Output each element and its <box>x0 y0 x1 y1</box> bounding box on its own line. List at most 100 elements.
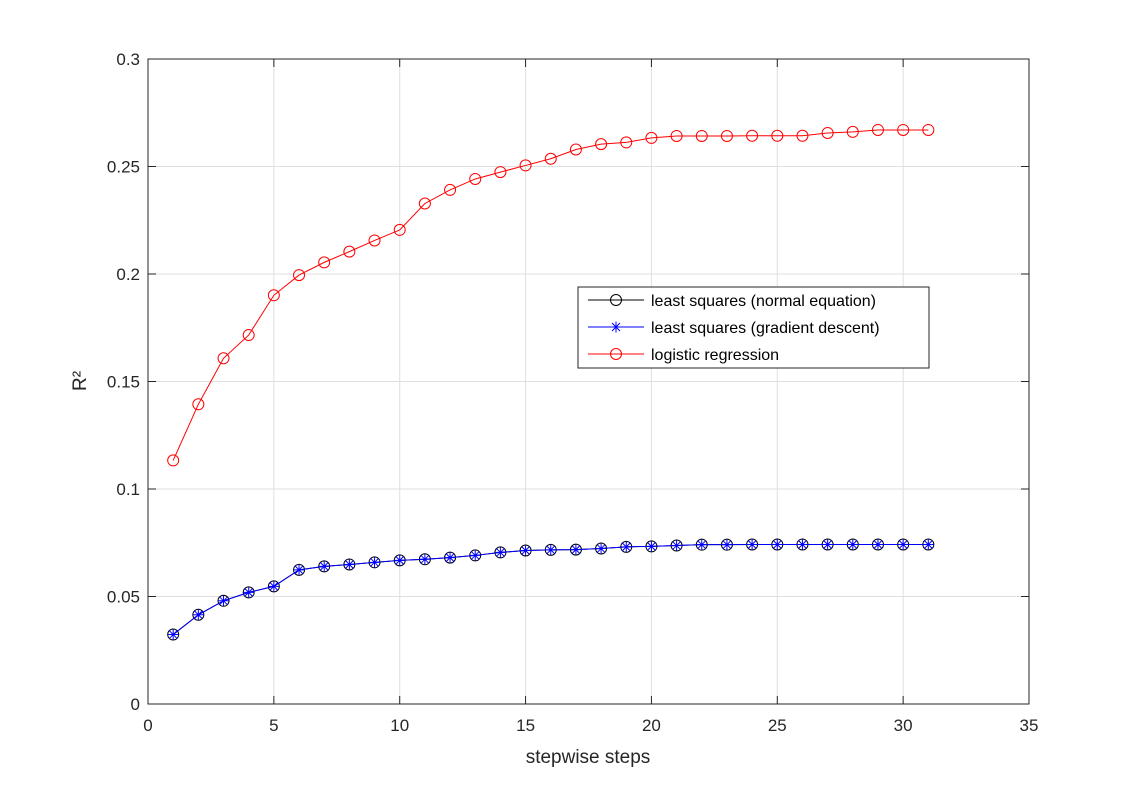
data-point <box>368 234 381 247</box>
data-point <box>343 558 355 570</box>
series-line <box>172 129 929 461</box>
data-point <box>469 172 482 185</box>
axis-ticks: 0 5 10 15 20 25 30 35 0 0.05 0.1 0.15 0.2 0.25 0.3 <box>107 50 1039 735</box>
data-point <box>393 223 406 236</box>
data-point <box>922 538 934 550</box>
data-point <box>192 609 204 621</box>
x-axis-label: stepwise steps <box>526 747 651 768</box>
data-point <box>620 136 633 149</box>
data-point <box>645 131 658 144</box>
data-point <box>696 539 708 551</box>
data-point <box>520 544 532 556</box>
asterisk-mark-strokes <box>192 609 204 621</box>
data-point <box>444 183 457 196</box>
data-point <box>595 138 608 151</box>
asterisk-mark-strokes <box>570 544 582 556</box>
asterisk-mark-strokes <box>746 538 758 550</box>
data-point <box>746 129 759 142</box>
data-point <box>847 538 859 550</box>
asterisk-mark-strokes <box>494 546 506 558</box>
asterisk-mark-strokes <box>771 538 783 550</box>
x-tick-label: 30 <box>894 716 913 735</box>
data-point <box>771 538 783 550</box>
y-tick-label: 0.2 <box>116 265 140 284</box>
x-tick-label: 20 <box>642 716 661 735</box>
data-point <box>494 546 506 558</box>
data-point <box>217 352 230 365</box>
data-point <box>544 152 557 165</box>
legend-label: least squares (normal equation) <box>651 293 876 310</box>
data-point <box>519 159 532 172</box>
data-point <box>595 543 607 555</box>
asterisk-mark-strokes <box>394 554 406 566</box>
legend-label: least squares (gradient descent) <box>651 320 880 337</box>
data-point <box>242 329 255 342</box>
data-point <box>444 552 456 564</box>
data-point <box>545 544 557 556</box>
x-tick-label: 5 <box>269 716 278 735</box>
data-point <box>871 123 884 136</box>
asterisk-mark-strokes <box>696 539 708 551</box>
legend-marker <box>610 348 622 360</box>
asterisk-mark-strokes <box>645 540 657 552</box>
data-point <box>318 256 331 269</box>
data-point <box>720 129 733 142</box>
data-point <box>822 538 834 550</box>
legend-marker <box>610 294 622 306</box>
data-point <box>419 553 431 565</box>
data-point <box>318 560 330 572</box>
asterisk-mark-strokes <box>545 544 557 556</box>
asterisk-mark-strokes <box>822 538 834 550</box>
data-point <box>293 269 306 282</box>
data-point <box>167 629 179 641</box>
x-tick-label: 35 <box>1020 716 1039 735</box>
data-point <box>167 454 180 467</box>
data-point <box>872 538 884 550</box>
y-tick-label: 0.3 <box>116 50 140 69</box>
x-tick-label: 10 <box>390 716 409 735</box>
y-tick-label: 0.15 <box>107 373 140 392</box>
asterisk-mark-strokes <box>318 560 330 572</box>
x-tick-label: 0 <box>143 716 152 735</box>
asterisk-mark-strokes <box>796 538 808 550</box>
data-point <box>469 549 481 561</box>
legend-marker <box>610 321 622 333</box>
data-point <box>218 595 230 607</box>
data-point <box>645 540 657 552</box>
data-point <box>897 123 910 136</box>
asterisk-mark-strokes <box>469 549 481 561</box>
data-point <box>922 123 935 136</box>
asterisk-mark-strokes <box>268 580 280 592</box>
asterisk-mark-strokes <box>343 558 355 570</box>
series-2 <box>167 123 935 467</box>
data-point <box>569 143 582 156</box>
asterisk-mark-strokes <box>671 540 683 552</box>
x-tick-label: 15 <box>516 716 535 735</box>
data-point <box>670 129 683 142</box>
y-tick-label: 0.25 <box>107 158 140 177</box>
legend-label: logistic regression <box>651 347 779 364</box>
data-point <box>821 126 834 139</box>
y-tick-label: 0 <box>131 695 140 714</box>
y-tick-label: 0.1 <box>116 480 140 499</box>
legend-entry: logistic regression <box>588 347 779 364</box>
asterisk-mark-strokes <box>218 595 230 607</box>
data-point <box>796 538 808 550</box>
data-point <box>268 580 280 592</box>
data-point <box>671 540 683 552</box>
data-point <box>494 166 507 179</box>
asterisk-mark-strokes <box>419 553 431 565</box>
data-point <box>418 197 431 210</box>
data-point <box>267 289 280 302</box>
asterisk-mark-strokes <box>293 564 305 576</box>
data-point <box>897 538 909 550</box>
data-point <box>695 129 708 142</box>
asterisk-mark-strokes <box>872 538 884 550</box>
asterisk-mark-strokes <box>847 538 859 550</box>
data-point <box>771 129 784 142</box>
data-point <box>846 125 859 138</box>
x-tick-label: 25 <box>768 716 787 735</box>
asterisk-mark-strokes <box>610 321 622 333</box>
data-point <box>343 245 356 258</box>
